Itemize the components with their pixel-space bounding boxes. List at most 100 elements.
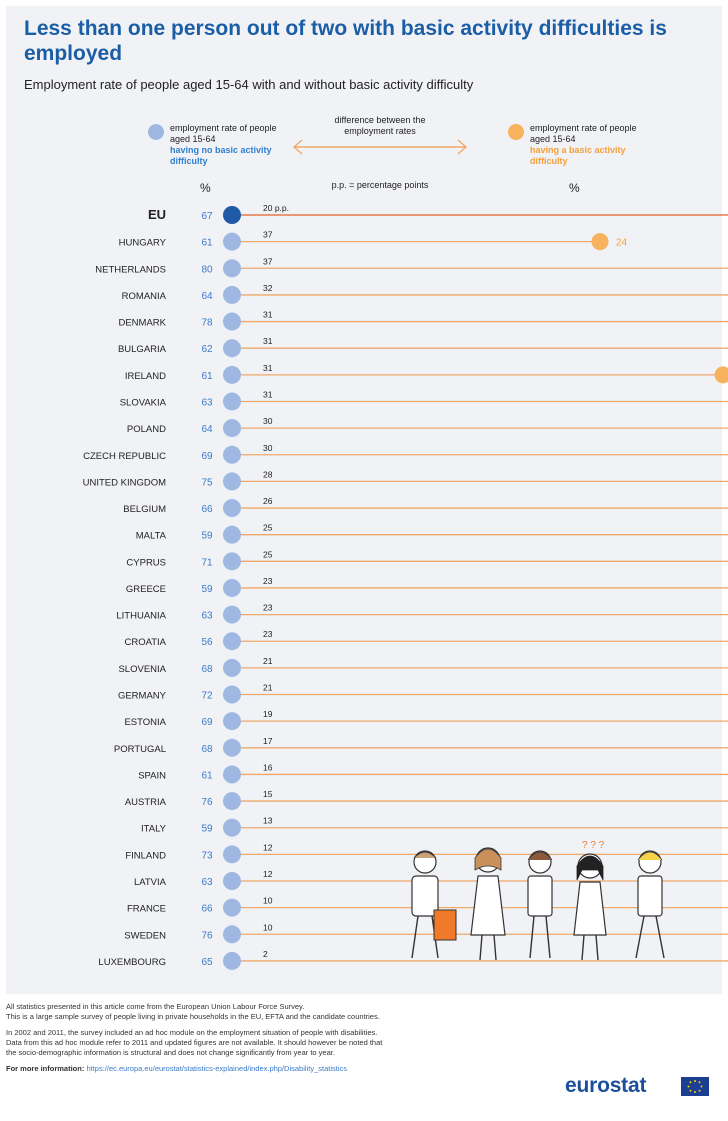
value-no-difficulty: 63 [201,397,213,408]
difference-label: 37 [263,230,273,240]
value-no-difficulty: 62 [201,344,213,355]
difference-label: 25 [263,549,273,559]
legend-no-difficulty: employment rate of people aged 15-64 hav… [148,120,318,180]
country-label: SPAIN [138,770,166,781]
difference-label: 21 [263,683,273,693]
row-belgium: BELGIUM662641 [123,496,728,518]
double-arrow-icon [292,139,468,155]
country-label: PORTUGAL [114,744,166,755]
dot-no-difficulty [223,818,241,837]
value-no-difficulty: 61 [201,770,213,781]
row-france: FRANCE661056 [127,896,728,917]
value-no-difficulty: 63 [201,611,213,622]
dot-no-difficulty [223,419,241,438]
dot-no-difficulty [223,472,241,491]
row-denmark: DENMARK783147 [118,310,728,331]
dot-no-difficulty [223,525,241,544]
row-united-kingdom: UNITED KINGDOM752848 [83,469,728,491]
value-no-difficulty: 73 [201,850,213,861]
value-no-difficulty: 71 [201,557,213,568]
dot-no-difficulty [223,872,241,890]
row-malta: MALTA592534 [136,523,728,544]
value-no-difficulty: 68 [201,664,213,675]
value-no-difficulty: 64 [201,291,213,302]
country-label: LITHUANIA [116,611,166,622]
row-spain: SPAIN611644 [138,762,728,784]
row-ireland: IRELAND613130 [125,363,728,384]
row-estonia: ESTONIA691950 [124,709,728,731]
dot-no-difficulty [223,738,241,757]
difference-label: 10 [263,896,273,906]
row-lithuania: LITHUANIA632340 [116,603,728,624]
value-no-difficulty: 59 [201,584,213,595]
dot-no-difficulty [223,365,241,384]
value-no-difficulty: 61 [201,238,213,249]
dot-no-difficulty [223,552,241,571]
dot-no-difficulty [223,445,241,464]
row-slovakia: SLOVAKIA633132 [120,389,728,411]
legend-right-text: employment rate of people aged 15-64 [530,123,637,144]
legend-left-text: employment rate of people aged 15-64 [170,123,277,144]
dot-no-difficulty [223,925,241,944]
difference-label: 2 [263,949,268,959]
footer-notes: All statistics presented in this article… [6,1002,566,1080]
country-label: NETHERLANDS [95,264,166,275]
row-germany: GERMANY722152 [118,683,728,704]
value-no-difficulty: 61 [201,371,213,382]
row-austria: AUSTRIA761560 [125,789,728,811]
difference-label: 30 [263,443,273,453]
difference-label: 21 [263,656,273,666]
country-label: POLAND [127,424,166,435]
row-croatia: CROATIA562333 [124,629,728,651]
difference-label: 16 [263,762,273,772]
dot-with-difficulty [591,233,609,251]
value-no-difficulty: 56 [201,637,213,648]
country-label: EU [148,207,166,222]
country-label: GREECE [126,584,166,595]
country-label: HUNGARY [119,238,167,249]
footer-line1: All statistics presented in this article… [6,1002,305,1011]
country-label: BULGARIA [118,344,167,355]
difference-label: 17 [263,736,273,746]
country-label: ROMANIA [122,291,167,302]
footer-line2: This is a large sample survey of people … [6,1012,380,1021]
legend-orange-dot-icon [508,124,524,140]
footer-more-link[interactable]: https://ec.europa.eu/eurostat/statistics… [86,1064,347,1073]
dot-no-difficulty [223,605,241,624]
row-greece: GREECE592336 [126,576,728,597]
row-romania: ROMANIA643232 [122,283,728,304]
legend-left-highlight: having no basic activity difficulty [170,145,272,166]
country-label: IRELAND [125,371,166,382]
person-walking-icon [635,850,665,959]
country-label: CYPRUS [126,557,166,568]
value-no-difficulty: 65 [201,957,213,968]
row-czech-republic: CZECH REPUBLIC693039 [83,443,728,464]
row-sweden: SWEDEN761066 [124,922,728,944]
dot-no-difficulty [223,259,241,278]
row-poland: POLAND643034 [127,416,728,438]
difference-label: 37 [263,256,273,266]
row-bulgaria: BULGARIA623131 [118,336,728,358]
country-label: GERMANY [118,691,167,702]
country-label: LUXEMBOURG [98,957,166,968]
difference-label: 12 [263,869,273,879]
value-no-difficulty: 68 [201,744,213,755]
row-latvia: LATVIA631251 [134,869,728,890]
difference-label: 23 [263,603,273,613]
difference-label: 10 [263,922,273,932]
country-label: BELGIUM [123,504,166,515]
country-label: FRANCE [127,904,166,915]
dot-no-difficulty [223,951,241,970]
row-luxembourg: LUXEMBOURG65263 [98,949,728,970]
row-portugal: PORTUGAL681751 [114,736,728,757]
country-label: MALTA [136,531,167,542]
footer-line4: Data from this ad hoc module refer to 20… [6,1038,383,1047]
people-illustration-icon: ? ? ? [411,840,665,961]
difference-label: 25 [263,523,273,533]
dot-no-difficulty [223,232,241,251]
difference-label: 13 [263,816,273,826]
country-label: SLOVAKIA [120,397,167,408]
difference-label: 31 [263,363,273,373]
legend-right-highlight: having a basic activity difficulty [530,145,626,166]
